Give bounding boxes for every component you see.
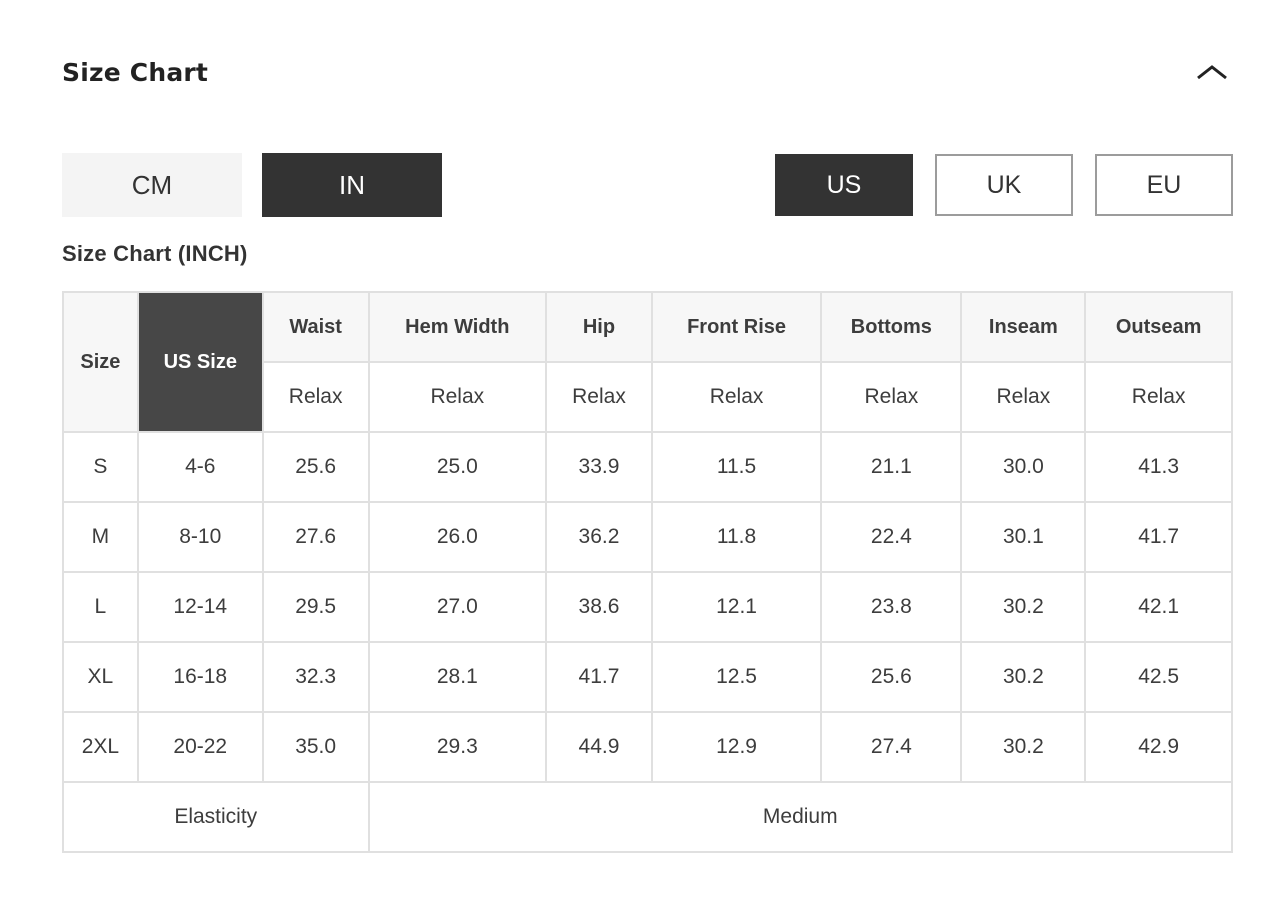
table-row: M 8-10 27.6 26.0 36.2 11.8 22.4 30.1 41.… bbox=[62, 501, 1233, 573]
us-size-cell: 20-22 bbox=[136, 711, 264, 783]
region-button-us[interactable]: US bbox=[775, 154, 913, 216]
size-chart-panel: Size Chart CM IN US UK EU Size Chart (IN… bbox=[62, 0, 1234, 853]
us-size-cell: 8-10 bbox=[136, 501, 264, 573]
header-waist: Waist bbox=[261, 291, 370, 363]
value-cell: 42.1 bbox=[1084, 571, 1233, 643]
header-bottoms: Bottoms bbox=[820, 291, 963, 363]
value-cell: 30.1 bbox=[960, 501, 1087, 573]
region-button-uk[interactable]: UK bbox=[935, 154, 1073, 216]
value-cell: 41.7 bbox=[545, 641, 653, 713]
fit-cell: Relax bbox=[367, 361, 548, 433]
elasticity-row: Elasticity Medium bbox=[62, 781, 1234, 853]
size-cell: L bbox=[62, 571, 139, 643]
value-cell: 42.9 bbox=[1084, 711, 1233, 783]
value-cell: 26.0 bbox=[367, 501, 548, 573]
value-cell: 35.0 bbox=[261, 711, 370, 783]
value-cell: 12.5 bbox=[650, 641, 823, 713]
panel-header: Size Chart bbox=[62, 58, 1233, 87]
collapse-section-button[interactable] bbox=[1191, 59, 1233, 87]
fit-cell: Relax bbox=[261, 361, 370, 433]
value-cell: 25.6 bbox=[820, 641, 963, 713]
table-row: L 12-14 29.5 27.0 38.6 12.1 23.8 30.2 42… bbox=[62, 571, 1233, 643]
value-cell: 30.2 bbox=[960, 571, 1087, 643]
value-cell: 38.6 bbox=[545, 571, 653, 643]
header-front-rise: Front Rise bbox=[650, 291, 823, 363]
unit-button-in[interactable]: IN bbox=[262, 153, 442, 217]
us-size-cell: 4-6 bbox=[136, 431, 264, 503]
header-outseam: Outseam bbox=[1084, 291, 1233, 363]
value-cell: 36.2 bbox=[545, 501, 653, 573]
elasticity-label: Elasticity bbox=[62, 781, 370, 853]
value-cell: 30.2 bbox=[960, 641, 1087, 713]
fit-cell: Relax bbox=[820, 361, 963, 433]
table-row: 2XL 20-22 35.0 29.3 44.9 12.9 27.4 30.2 … bbox=[62, 711, 1233, 783]
size-cell: XL bbox=[62, 641, 139, 713]
unit-toggle-group: CM IN bbox=[62, 153, 442, 217]
fit-cell: Relax bbox=[1084, 361, 1233, 433]
fit-cell: Relax bbox=[960, 361, 1087, 433]
value-cell: 30.2 bbox=[960, 711, 1087, 783]
value-cell: 29.5 bbox=[261, 571, 370, 643]
value-cell: 44.9 bbox=[545, 711, 653, 783]
size-cell: S bbox=[62, 431, 139, 503]
header-us-size: US Size bbox=[136, 291, 264, 433]
value-cell: 27.6 bbox=[261, 501, 370, 573]
value-cell: 21.1 bbox=[820, 431, 963, 503]
value-cell: 23.8 bbox=[820, 571, 963, 643]
unit-button-cm[interactable]: CM bbox=[62, 153, 242, 217]
region-toggle-group: US UK EU bbox=[775, 154, 1233, 216]
value-cell: 12.1 bbox=[650, 571, 823, 643]
value-cell: 29.3 bbox=[367, 711, 548, 783]
value-cell: 27.0 bbox=[367, 571, 548, 643]
size-cell: M bbox=[62, 501, 139, 573]
table-title: Size Chart (INCH) bbox=[62, 241, 248, 266]
table-header-row: Size US Size Waist Hem Width Hip Front R… bbox=[62, 291, 1233, 433]
value-cell: 11.8 bbox=[650, 501, 823, 573]
page-title: Size Chart bbox=[62, 58, 209, 87]
table-row: S 4-6 25.6 25.0 33.9 11.5 21.1 30.0 41.3 bbox=[62, 431, 1233, 503]
region-button-eu[interactable]: EU bbox=[1095, 154, 1233, 216]
header-hem-width: Hem Width bbox=[367, 291, 548, 363]
value-cell: 32.3 bbox=[261, 641, 370, 713]
value-cell: 12.9 bbox=[650, 711, 823, 783]
value-cell: 22.4 bbox=[820, 501, 963, 573]
fit-type-row: Relax Relax Relax Relax Relax Relax Rela… bbox=[63, 361, 1233, 433]
size-chart-table: Size US Size Waist Hem Width Hip Front R… bbox=[62, 291, 1234, 853]
value-cell: 11.5 bbox=[650, 431, 823, 503]
header-size: Size bbox=[62, 291, 139, 433]
fit-cell: Relax bbox=[650, 361, 823, 433]
value-cell: 27.4 bbox=[820, 711, 963, 783]
value-cell: 42.5 bbox=[1084, 641, 1233, 713]
table-row: XL 16-18 32.3 28.1 41.7 12.5 25.6 30.2 4… bbox=[62, 641, 1233, 713]
header-inseam: Inseam bbox=[960, 291, 1087, 363]
value-cell: 41.7 bbox=[1084, 501, 1233, 573]
elasticity-value: Medium bbox=[367, 781, 1234, 853]
value-cell: 25.6 bbox=[261, 431, 370, 503]
value-cell: 28.1 bbox=[367, 641, 548, 713]
us-size-cell: 12-14 bbox=[136, 571, 264, 643]
value-cell: 25.0 bbox=[367, 431, 548, 503]
header-hip: Hip bbox=[545, 291, 653, 363]
size-cell: 2XL bbox=[62, 711, 139, 783]
value-cell: 41.3 bbox=[1084, 431, 1233, 503]
value-cell: 33.9 bbox=[545, 431, 653, 503]
fit-cell: Relax bbox=[545, 361, 653, 433]
chevron-up-icon bbox=[1195, 64, 1229, 86]
value-cell: 30.0 bbox=[960, 431, 1087, 503]
chart-controls: CM IN US UK EU bbox=[62, 153, 1233, 217]
us-size-cell: 16-18 bbox=[136, 641, 264, 713]
